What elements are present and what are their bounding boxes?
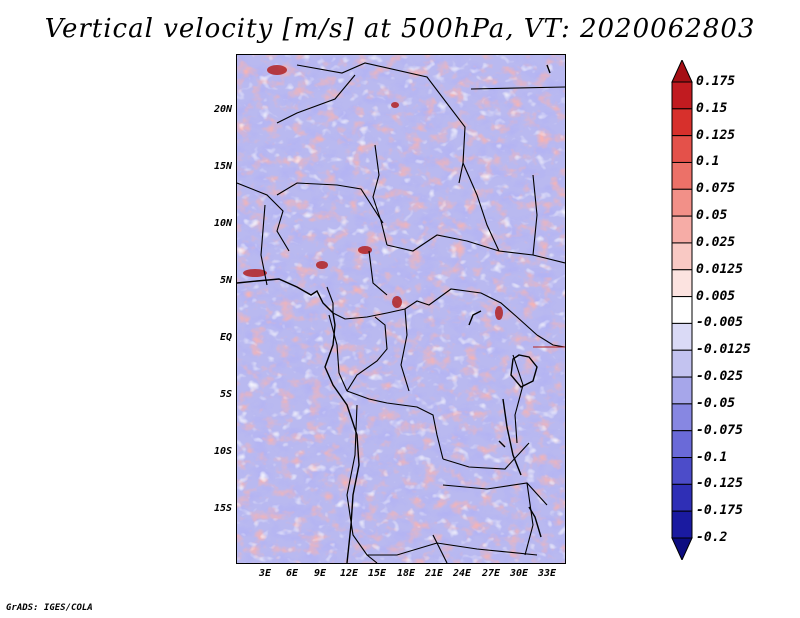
colorbar-level-label: 0.1 bbox=[696, 154, 720, 170]
lat-tick-label: 10N bbox=[213, 218, 232, 229]
colorbar-bin bbox=[671, 403, 693, 432]
colorbar-bin bbox=[671, 457, 693, 485]
colorbar-level-label: 0.075 bbox=[696, 181, 736, 197]
lat-tick-label: EQ bbox=[219, 332, 232, 343]
colorbar-level-label: -0.005 bbox=[696, 315, 743, 331]
colorbar-bin bbox=[671, 242, 693, 271]
lon-tick-label: 30E bbox=[509, 568, 529, 579]
colorbar-level-label: -0.0125 bbox=[696, 342, 751, 358]
lon-tick-label: 33E bbox=[537, 568, 557, 579]
lat-tick-label: 20N bbox=[213, 104, 232, 115]
colorbar-level-label: -0.175 bbox=[696, 503, 743, 519]
map-panel bbox=[236, 54, 566, 564]
colorbar-level-label: 0.0125 bbox=[696, 261, 743, 277]
colorbar-bin bbox=[671, 296, 693, 324]
colorbar-level-label: 0.005 bbox=[696, 288, 736, 304]
lat-tick-label: 15N bbox=[213, 161, 232, 172]
colorbar-top-arrow bbox=[671, 60, 693, 83]
colorbar-bin bbox=[671, 430, 693, 459]
credit-text: GrADS: IGES/COLA bbox=[6, 603, 93, 613]
colorbar-level-label: 0.025 bbox=[696, 234, 736, 250]
colorbar-bin bbox=[671, 483, 693, 512]
colorbar-bin bbox=[671, 135, 693, 163]
colorbar-bin bbox=[671, 349, 693, 378]
lon-tick-label: 6E bbox=[285, 568, 299, 579]
colorbar-level-label: -0.125 bbox=[696, 476, 743, 492]
chart-title: Vertical velocity [m/s] at 500hPa, VT: 2… bbox=[44, 14, 756, 44]
colorbar-bin bbox=[671, 215, 693, 244]
lat-tick-label: 10S bbox=[213, 446, 232, 457]
colorbar-bin bbox=[671, 108, 693, 137]
colorbar-bin bbox=[671, 161, 693, 190]
lon-tick-label: 3E bbox=[258, 568, 272, 579]
map-field bbox=[237, 55, 565, 563]
lon-tick-label: 15E bbox=[367, 568, 387, 579]
colorbar-level-label: 0.125 bbox=[696, 127, 736, 143]
colorbar-bottom-arrow bbox=[671, 537, 693, 560]
colorbar-level-label: -0.1 bbox=[696, 449, 728, 465]
field-near-zero-speckle bbox=[237, 55, 565, 563]
colorbar-bin bbox=[671, 81, 693, 110]
colorbar-level-label: -0.025 bbox=[696, 369, 743, 385]
colorbar-bin bbox=[671, 322, 693, 351]
lon-tick-label: 12E bbox=[339, 568, 359, 579]
lon-tick-label: 27E bbox=[481, 568, 501, 579]
colorbar-level-label: -0.2 bbox=[696, 530, 728, 545]
lon-tick-label: 9E bbox=[313, 568, 327, 579]
lon-tick-label: 18E bbox=[396, 568, 416, 579]
colorbar-bin bbox=[671, 269, 693, 298]
lon-tick-label: 24E bbox=[452, 568, 472, 579]
colorbar bbox=[671, 60, 693, 560]
coastline-and-lakes bbox=[237, 64, 551, 563]
colorbar-bin bbox=[671, 510, 693, 539]
colorbar-level-label: 0.05 bbox=[696, 208, 728, 224]
lat-tick-label: 5N bbox=[219, 275, 232, 286]
colorbar-bin bbox=[671, 188, 693, 217]
colorbar-level-label: -0.05 bbox=[696, 395, 736, 411]
lon-tick-label: 21E bbox=[424, 568, 444, 579]
strong-ascent-cells bbox=[243, 65, 503, 320]
colorbar-level-label: 0.175 bbox=[696, 74, 736, 89]
colorbar-level-label: 0.15 bbox=[696, 100, 728, 116]
lat-tick-label: 5S bbox=[219, 389, 232, 400]
lat-tick-label: 15S bbox=[213, 503, 232, 514]
country-borders bbox=[237, 62, 565, 563]
colorbar-level-label: -0.075 bbox=[696, 422, 743, 438]
colorbar-bin bbox=[671, 376, 693, 405]
